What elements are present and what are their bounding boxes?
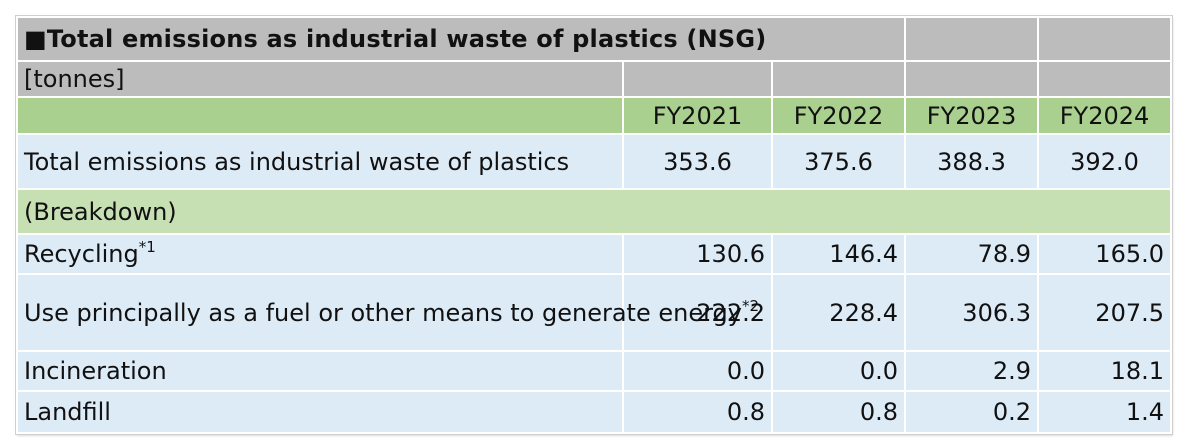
- table-cell: 146.4: [770, 233, 907, 275]
- column-header-fy2021: FY2021: [622, 96, 773, 135]
- row-label-fuel-energy: Use principally as a fuel or other means…: [16, 273, 759, 352]
- empty-cell: [904, 60, 1040, 98]
- empty-cell: [16, 96, 624, 135]
- table-row: Landfill 0.8 0.8 0.2 1.4: [16, 390, 1173, 434]
- unit-row: [tonnes]: [16, 60, 1173, 98]
- total-row-label: Total emissions as industrial waste of p…: [16, 133, 624, 190]
- column-header-fy2024: FY2024: [1037, 96, 1173, 135]
- total-value-fy2024: 392.0: [1037, 133, 1173, 190]
- title-row: ■Total emissions as industrial waste of …: [15, 16, 1173, 62]
- table-row: Use principally as a fuel or other means…: [16, 273, 1173, 352]
- table-cell: 2.9: [904, 350, 1040, 392]
- table-cell: 0.0: [770, 350, 907, 392]
- plastics-waste-table: ■Total emissions as industrial waste of …: [15, 16, 1173, 434]
- total-row: Total emissions as industrial waste of p…: [16, 133, 1173, 190]
- row-label-recycling: Recycling*1: [16, 233, 624, 275]
- row-label-incineration: Incineration: [16, 350, 624, 392]
- breakdown-label: (Breakdown): [15, 188, 1173, 235]
- total-value-fy2023: 388.3: [904, 133, 1040, 190]
- footnote-marker: *1: [138, 238, 156, 256]
- column-header-fy2023: FY2023: [904, 96, 1040, 135]
- row-label-landfill: Landfill: [16, 390, 624, 434]
- total-value-fy2022: 375.6: [770, 133, 907, 190]
- empty-cell: [1037, 60, 1173, 98]
- table-cell: 0.2: [904, 390, 1040, 434]
- empty-cell: [770, 60, 907, 98]
- table-cell: 18.1: [1037, 350, 1173, 392]
- empty-cell: [622, 60, 773, 98]
- unit-label: [tonnes]: [16, 60, 624, 98]
- table-cell: 0.0: [622, 350, 773, 392]
- column-header-fy2022: FY2022: [770, 96, 907, 135]
- table-cell: 222.2: [622, 273, 773, 352]
- breakdown-row: (Breakdown): [15, 188, 1173, 235]
- table-cell: 228.4: [770, 273, 907, 352]
- empty-cell: [904, 16, 1040, 62]
- table-cell: 130.6: [622, 233, 773, 275]
- table-cell: 78.9: [904, 233, 1040, 275]
- header-row: FY2021 FY2022 FY2023 FY2024: [16, 96, 1173, 135]
- table-cell: 1.4: [1037, 390, 1173, 434]
- table-cell: 0.8: [622, 390, 773, 434]
- empty-cell: [1037, 16, 1173, 62]
- total-value-fy2021: 353.6: [622, 133, 773, 190]
- table-cell: 0.8: [770, 390, 907, 434]
- table-row: Incineration 0.0 0.0 2.9 18.1: [16, 350, 1173, 392]
- table-cell: 165.0: [1037, 233, 1173, 275]
- table-row: Recycling*1 130.6 146.4 78.9 165.0: [16, 233, 1173, 275]
- table-cell: 306.3: [904, 273, 1040, 352]
- table-cell: 207.5: [1037, 273, 1173, 352]
- table-title: ■Total emissions as industrial waste of …: [15, 16, 907, 62]
